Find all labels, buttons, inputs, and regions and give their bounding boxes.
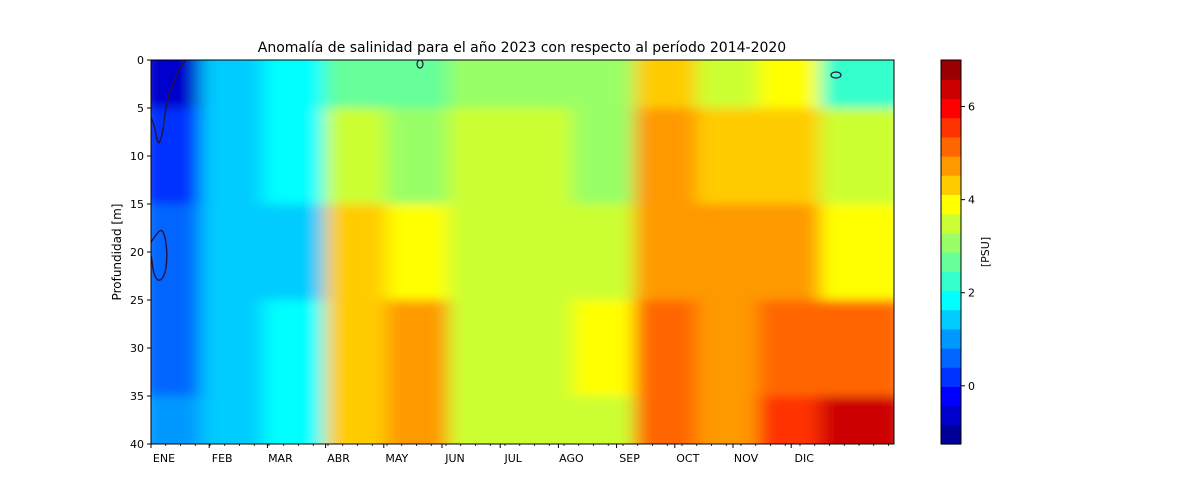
colorbar-label: [PSU]	[979, 237, 992, 267]
colorbar-frame	[940, 59, 962, 445]
colorbar: 0 2 4 6	[940, 59, 975, 445]
colorbar-tick-label: 6	[968, 101, 975, 114]
x-tick-label: JUL	[503, 452, 522, 465]
y-tick-label: 25	[130, 294, 144, 307]
plot-area	[151, 60, 894, 444]
contour-line	[151, 60, 187, 145]
x-tick-label: DIC	[794, 452, 814, 465]
y-tick-label: 10	[130, 150, 144, 163]
colorbar-band	[941, 117, 961, 138]
colorbar-band	[941, 405, 961, 426]
x-tick-label: ABR	[327, 452, 350, 465]
y-tick-label: 0	[137, 54, 144, 67]
heat-cell	[820, 300, 894, 396]
colorbar-band	[941, 194, 961, 215]
heat-cell	[820, 396, 894, 444]
x-tick-label: AGO	[559, 452, 584, 465]
colorbar-band	[941, 60, 961, 80]
x-axis: ENE FEB MAR ABR MAY JUN JUL AGO SEP OCT NOV DIC	[150, 444, 889, 465]
contour-line	[830, 71, 842, 79]
colorbar-tick-label: 4	[968, 194, 975, 207]
y-tick-label: 20	[130, 246, 144, 259]
colorbar-band	[941, 79, 961, 99]
y-tick-label: 5	[137, 102, 144, 115]
x-tick-label: MAR	[268, 452, 293, 465]
x-tick-label: ENE	[153, 452, 175, 465]
y-axis: 0 5 10 15 20 25 30 35 40	[130, 54, 151, 451]
colorbar-band	[941, 175, 961, 195]
colorbar-band	[941, 232, 961, 253]
colorbar-tick-label: 0	[968, 380, 975, 393]
y-axis-label: Profundidad [m]	[110, 204, 124, 301]
colorbar-band	[941, 213, 961, 234]
x-tick-label: JUN	[444, 452, 465, 465]
contour-line	[151, 229, 168, 281]
chart-title: Anomalía de salinidad para el año 2023 c…	[258, 40, 786, 56]
contour-line	[416, 60, 424, 69]
colorbar-band	[941, 156, 961, 176]
x-tick-label: NOV	[734, 452, 759, 465]
colorbar-band	[941, 328, 961, 349]
x-tick-label: MAY	[385, 452, 408, 465]
colorbar-band	[941, 309, 961, 330]
colorbar-band	[941, 136, 961, 157]
colorbar-band	[941, 424, 961, 445]
heat-cell	[820, 60, 894, 108]
x-tick-label: OCT	[676, 452, 699, 465]
colorbar-band	[941, 271, 961, 291]
colorbar-band	[941, 348, 961, 368]
y-tick-label: 15	[130, 198, 144, 211]
heat-cell	[820, 204, 894, 300]
colorbar-band	[941, 367, 961, 387]
x-tick-label: FEB	[212, 452, 233, 465]
x-tick-label: SEP	[619, 452, 640, 465]
y-tick-label: 30	[130, 342, 144, 355]
y-tick-label: 40	[130, 438, 144, 451]
colorbar-band	[941, 386, 961, 407]
colorbar-band	[941, 252, 961, 272]
heat-cell	[820, 108, 894, 204]
colorbar-tick-label: 2	[968, 287, 975, 300]
colorbar-band	[941, 290, 961, 311]
colorbar-band	[941, 98, 961, 119]
y-tick-label: 35	[130, 390, 144, 403]
